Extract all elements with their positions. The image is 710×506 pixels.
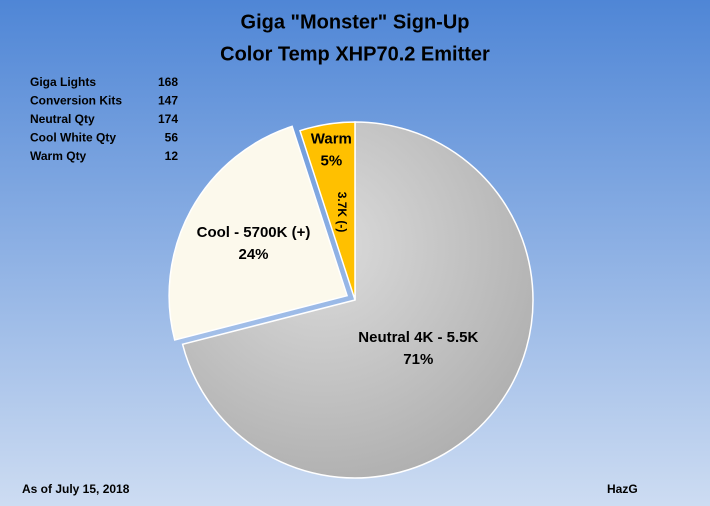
- pie-slice: [168, 125, 349, 341]
- slice-label: Cool - 5700K (+): [197, 224, 311, 241]
- pie-slice: [181, 121, 534, 479]
- slice-value-label: 24%: [239, 246, 269, 263]
- slice-label: Neutral 4K - 5.5K: [358, 329, 478, 346]
- table-label: Neutral Qty: [30, 112, 95, 126]
- footnote: As of July 15, 2018: [22, 482, 130, 496]
- table-label: Warm Qty: [30, 149, 87, 163]
- table-label: Cool White Qty: [30, 131, 116, 145]
- table-label: Conversion Kits: [30, 94, 122, 108]
- slice-value-label: 71%: [403, 351, 433, 368]
- slice-value-label: 5%: [320, 153, 342, 170]
- table-value: 168: [158, 75, 178, 89]
- credit: HazG: [607, 482, 638, 496]
- table-value: 12: [165, 149, 179, 163]
- table-label: Giga Lights: [30, 75, 96, 89]
- pie-slice: [299, 121, 356, 301]
- slice-label: Warm: [311, 131, 352, 148]
- table-value: 174: [158, 112, 178, 126]
- chart-subtitle: Color Temp XHP70.2 Emitter: [220, 43, 490, 65]
- table-value: 147: [158, 94, 178, 108]
- chart-title: Giga "Monster" Sign-Up: [241, 11, 470, 33]
- table-value: 56: [165, 131, 179, 145]
- slice-annotation: 3.7K (-): [335, 192, 349, 233]
